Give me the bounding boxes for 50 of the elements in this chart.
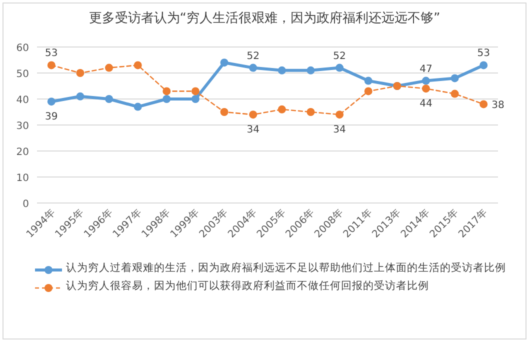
point xyxy=(480,61,488,70)
point xyxy=(278,105,286,114)
point xyxy=(306,108,315,116)
point xyxy=(422,76,430,85)
data-label: 44 xyxy=(420,98,432,110)
point xyxy=(249,64,258,72)
y-tick-label: 20 xyxy=(16,147,29,158)
y-tick-label: 30 xyxy=(16,121,29,132)
point xyxy=(278,66,286,74)
point xyxy=(220,108,228,116)
point xyxy=(162,87,171,96)
point xyxy=(105,64,114,72)
data-label: 39 xyxy=(45,112,58,123)
point xyxy=(364,87,372,96)
point xyxy=(480,100,488,108)
data-label: 53 xyxy=(477,48,490,60)
data-label: 53 xyxy=(45,48,58,60)
point xyxy=(191,87,200,96)
point xyxy=(450,90,459,98)
y-tick-label: 60 xyxy=(16,43,29,54)
legend-label: 认为穷人很容易，因为他们可以获得政府利益而不做任何回报的受访者比例 xyxy=(66,280,430,293)
point xyxy=(191,95,200,103)
point xyxy=(76,69,84,77)
point xyxy=(364,76,372,85)
data-label: 34 xyxy=(246,124,260,136)
y-tick-label: 10 xyxy=(16,173,29,184)
point xyxy=(134,61,142,70)
point xyxy=(76,92,84,100)
point xyxy=(220,58,228,67)
point xyxy=(249,110,258,119)
point xyxy=(306,66,315,74)
point xyxy=(162,95,171,103)
point xyxy=(134,102,142,111)
chart-title: 更多受访者认为“穷人生活很艰难，因为政府福利还远远不够” xyxy=(88,10,440,26)
point xyxy=(47,61,56,70)
y-tick-label: 50 xyxy=(16,69,29,80)
point xyxy=(105,95,114,103)
legend-label: 认为穷人过着艰难的生活，因为政府福利远远不足以帮助他们过上体面的生活的受访者比例 xyxy=(66,262,507,275)
point xyxy=(47,98,56,106)
point xyxy=(450,74,459,82)
data-label: 47 xyxy=(420,64,432,75)
y-tick-label: 0 xyxy=(22,199,29,210)
data-label: 38 xyxy=(492,100,504,112)
data-label: 52 xyxy=(246,50,260,62)
y-tick-label: 40 xyxy=(16,95,29,106)
point xyxy=(422,84,430,93)
data-label: 52 xyxy=(333,50,346,62)
data-label: 34 xyxy=(333,124,346,136)
point xyxy=(336,64,344,72)
point xyxy=(336,110,344,119)
